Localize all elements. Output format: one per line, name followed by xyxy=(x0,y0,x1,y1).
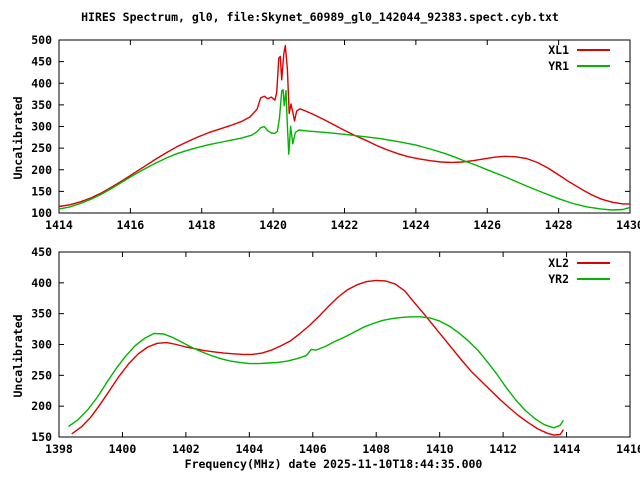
legend-label-yr2: YR2 xyxy=(548,272,569,286)
svg-text:250: 250 xyxy=(31,141,52,155)
legend-line-sample-xl2 xyxy=(577,262,610,264)
svg-text:1406: 1406 xyxy=(299,442,327,456)
svg-text:1420: 1420 xyxy=(259,218,287,232)
svg-text:150: 150 xyxy=(31,430,52,444)
svg-text:1418: 1418 xyxy=(188,218,216,232)
svg-text:450: 450 xyxy=(31,245,52,259)
legend-label-yr1: YR1 xyxy=(548,59,569,73)
svg-text:1410: 1410 xyxy=(426,442,454,456)
svg-text:400: 400 xyxy=(31,76,52,90)
legend-bottom: XL2 YR2 xyxy=(548,255,610,287)
svg-text:1428: 1428 xyxy=(545,218,573,232)
svg-text:200: 200 xyxy=(31,399,52,413)
svg-text:150: 150 xyxy=(31,184,52,198)
legend-item-xl1: XL1 xyxy=(548,42,610,58)
chart-title: HIRES Spectrum, gl0, file:Skynet_60989_g… xyxy=(81,10,559,24)
y-axis-label-bottom: Uncalibrated xyxy=(11,314,25,398)
svg-text:1416: 1416 xyxy=(117,218,145,232)
svg-text:1400: 1400 xyxy=(109,442,137,456)
svg-text:1414: 1414 xyxy=(553,442,581,456)
svg-text:350: 350 xyxy=(31,98,52,112)
legend-label-xl2: XL2 xyxy=(548,256,569,270)
svg-text:500: 500 xyxy=(31,33,52,47)
svg-text:1398: 1398 xyxy=(45,442,73,456)
svg-text:250: 250 xyxy=(31,368,52,382)
svg-text:1412: 1412 xyxy=(489,442,517,456)
svg-text:1404: 1404 xyxy=(235,442,263,456)
y-axis-label-top: Uncalibrated xyxy=(11,96,25,180)
svg-text:400: 400 xyxy=(31,276,52,290)
svg-text:300: 300 xyxy=(31,120,52,134)
legend-label-xl1: XL1 xyxy=(548,43,569,57)
legend-line-sample-xl1 xyxy=(577,49,610,51)
legend-item-yr1: YR1 xyxy=(548,58,610,74)
svg-text:1408: 1408 xyxy=(362,442,390,456)
svg-text:1430: 1430 xyxy=(616,218,640,232)
svg-text:300: 300 xyxy=(31,338,52,352)
svg-text:1422: 1422 xyxy=(331,218,359,232)
svg-text:1414: 1414 xyxy=(45,218,73,232)
svg-text:1402: 1402 xyxy=(172,442,200,456)
svg-text:450: 450 xyxy=(31,55,52,69)
svg-text:200: 200 xyxy=(31,163,52,177)
svg-text:100: 100 xyxy=(31,206,52,220)
svg-text:1426: 1426 xyxy=(473,218,501,232)
legend-top: XL1 YR1 xyxy=(548,42,610,74)
svg-text:1416: 1416 xyxy=(616,442,640,456)
svg-text:350: 350 xyxy=(31,307,52,321)
legend-line-sample-yr1 xyxy=(577,65,610,67)
legend-item-xl2: XL2 xyxy=(548,255,610,271)
legend-line-sample-yr2 xyxy=(577,278,610,280)
x-axis-label: Frequency(MHz) date 2025-11-10T18:44:35.… xyxy=(184,457,483,471)
legend-item-yr2: YR2 xyxy=(548,271,610,287)
svg-text:1424: 1424 xyxy=(402,218,430,232)
